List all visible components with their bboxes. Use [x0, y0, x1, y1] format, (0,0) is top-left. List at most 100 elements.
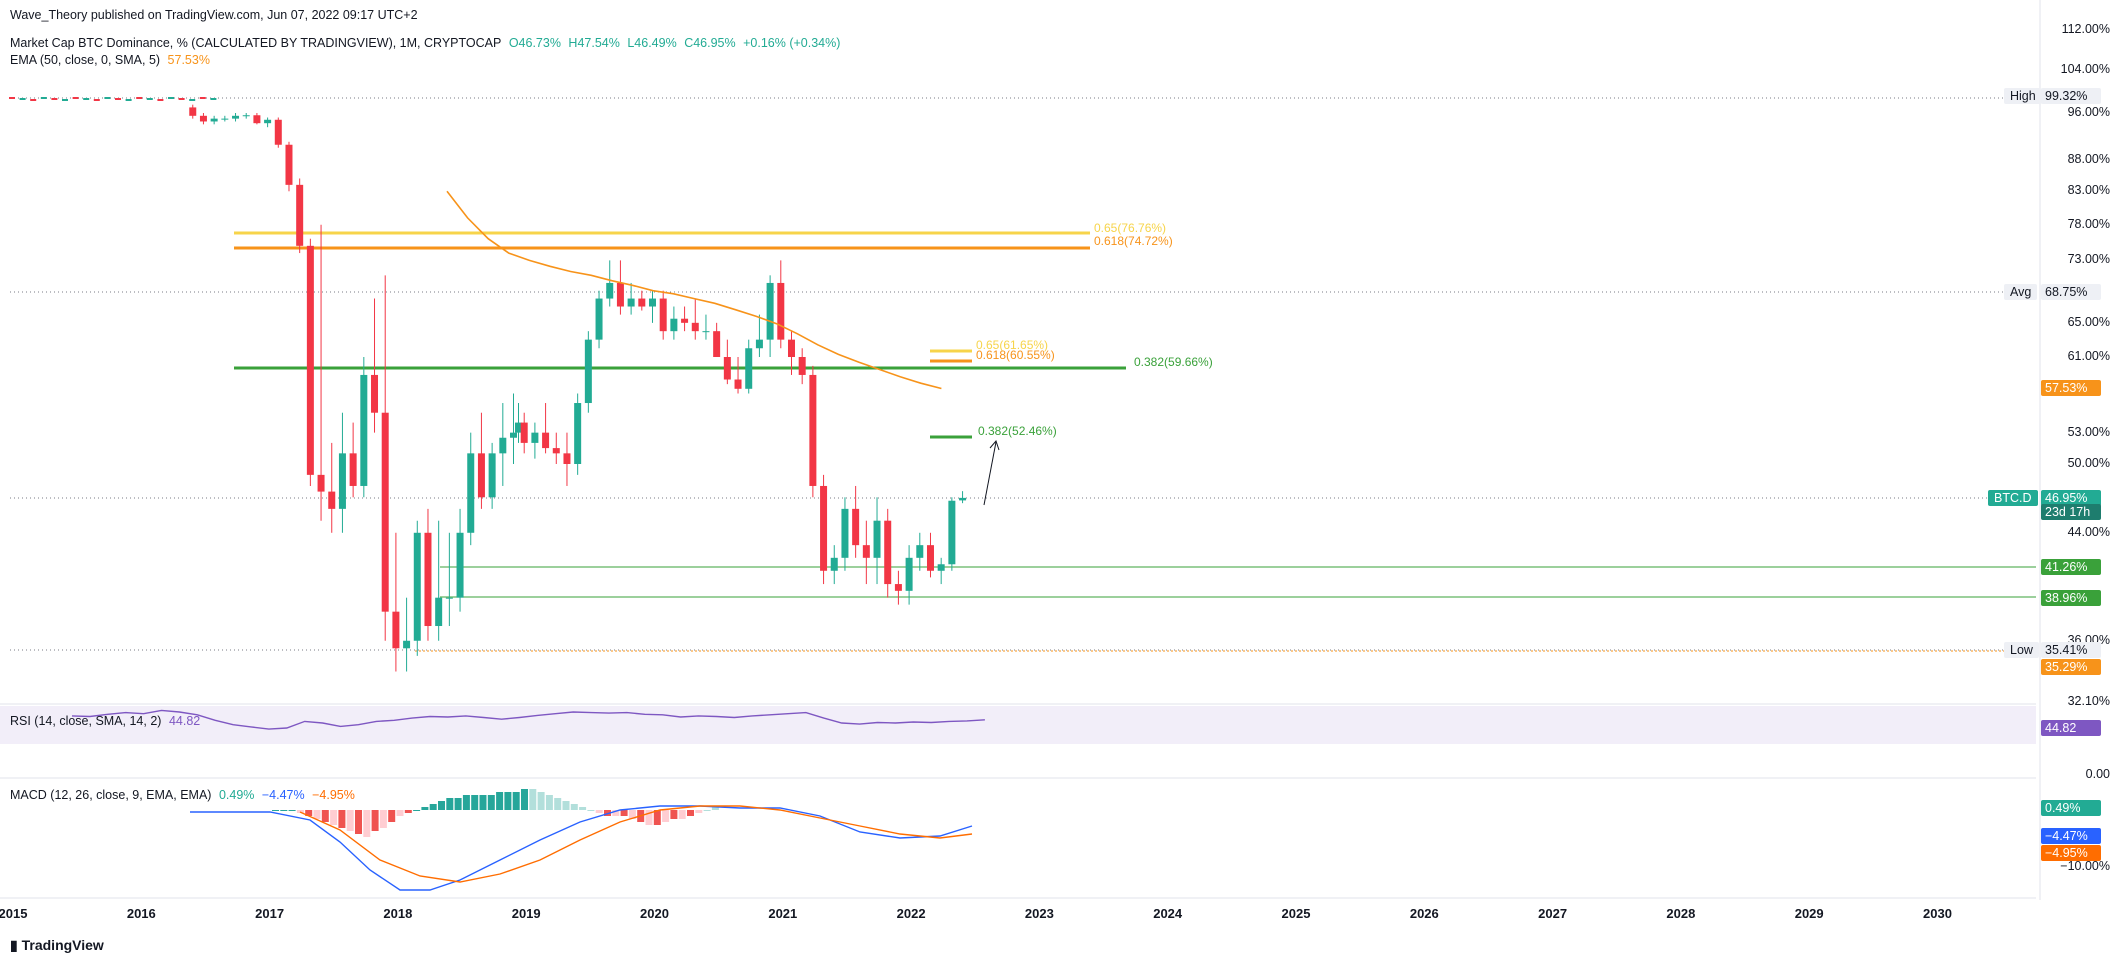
- macd-histogram-bar: [670, 810, 678, 819]
- candle-body: [873, 520, 881, 558]
- candle-body: [691, 322, 699, 332]
- macd-histogram-bar: [446, 798, 454, 810]
- candle-body: [19, 98, 26, 100]
- level-badge: 38.96%: [2041, 590, 2101, 606]
- candle-body: [338, 453, 346, 509]
- candle-body: [435, 597, 443, 627]
- candle-body: [627, 298, 635, 307]
- macd-line: [190, 805, 973, 891]
- macd-histogram-bar: [346, 810, 354, 831]
- candle-body: [841, 508, 849, 558]
- tradingview-logo-icon: ▮: [10, 937, 18, 953]
- candle-body: [948, 500, 956, 565]
- time-tick-label: 2016: [126, 906, 156, 921]
- candle-body: [125, 99, 132, 101]
- level-badge: 68.75%: [2041, 284, 2101, 300]
- ema-legend: EMA (50, close, 0, SMA, 5) 57.53%: [10, 53, 214, 67]
- macd-histogram-bar: [288, 810, 296, 811]
- macd-histogram-bar: [462, 795, 470, 810]
- candle-body: [884, 520, 892, 585]
- ema-label: EMA (50, close, 0, SMA, 5): [10, 53, 161, 67]
- macd-axis-label: −10.00%: [2060, 859, 2110, 873]
- macd-histogram-bar: [570, 804, 578, 810]
- macd-histogram-bar: [595, 810, 603, 813]
- macd-histogram-bar: [529, 789, 537, 810]
- time-tick-label: 2022: [896, 906, 926, 921]
- macd-histogram-bar: [371, 810, 379, 831]
- candle-body: [403, 640, 411, 649]
- macd-histogram-bar: [338, 810, 346, 828]
- candle-body: [445, 597, 453, 599]
- level-badge: 35.29%: [2041, 659, 2101, 675]
- macd-histogram-bar: [587, 810, 595, 811]
- candle-body: [606, 282, 614, 299]
- publish-info: Wave_Theory published on TradingView.com…: [10, 8, 418, 22]
- macd-histogram-bar: [628, 810, 636, 819]
- candle-body: [638, 298, 646, 307]
- time-tick-label: 2025: [1281, 906, 1311, 921]
- candle-body: [456, 532, 464, 598]
- candle-body: [916, 545, 924, 558]
- candle-body: [477, 453, 485, 498]
- candle-body: [157, 99, 164, 101]
- macd-histogram-bar: [305, 810, 313, 816]
- level-badge: 99.32%: [2041, 88, 2101, 104]
- candle-body: [72, 97, 79, 99]
- candle-body: [264, 119, 272, 124]
- price-tick-label: 53.00%: [2067, 424, 2110, 439]
- candle-body: [777, 282, 785, 340]
- candle-body: [542, 432, 550, 449]
- macd-histogram-bar: [471, 795, 479, 810]
- candle-body: [723, 357, 731, 380]
- candle-body: [381, 412, 389, 612]
- fib-label: 0.618(60.55%): [976, 348, 1055, 362]
- macd-label: MACD (12, 26, close, 9, EMA, EMA): [10, 788, 212, 802]
- candle-body: [242, 115, 250, 117]
- candle-body: [328, 491, 336, 509]
- macd-histogram-bar: [612, 810, 620, 816]
- candle-body: [820, 485, 828, 571]
- level-badge: 35.41%: [2041, 642, 2101, 658]
- level-badge: 41.26%: [2041, 559, 2101, 575]
- candle-body: [424, 532, 432, 627]
- price-tick-label: 112.00%: [2061, 22, 2110, 37]
- candle-body: [349, 453, 357, 486]
- macd-histogram-bar: [604, 810, 611, 816]
- macd-histogram-bar: [404, 810, 412, 813]
- price-tick-label: 44.00%: [2067, 524, 2110, 539]
- candle-body: [30, 99, 37, 101]
- candle-body: [115, 98, 121, 100]
- price-tick-label: 96.00%: [2067, 105, 2110, 119]
- macd-histogram-bar: [662, 810, 670, 822]
- candle-body: [51, 98, 58, 100]
- macd-histogram-bar: [653, 810, 661, 825]
- macd-histogram-bar: [272, 810, 279, 811]
- candle-body: [862, 545, 870, 558]
- rsi-band: [0, 706, 2036, 744]
- candle-body: [584, 339, 592, 404]
- macd-histogram-bar: [545, 795, 553, 810]
- candle-body: [210, 98, 217, 100]
- candle-body: [253, 115, 261, 124]
- ohlc-high: H47.54%: [568, 36, 620, 50]
- time-tick-label: 2021: [768, 906, 798, 921]
- time-tick-label: 2015: [0, 906, 28, 921]
- level-badge: 46.95%: [2041, 490, 2101, 506]
- candle-body: [798, 357, 806, 375]
- candle-body: [168, 97, 174, 99]
- countdown-badge: 23d 17h: [2041, 504, 2101, 520]
- macd-histogram-bar: [579, 807, 587, 810]
- candle-body: [306, 245, 314, 475]
- price-tick-label: 78.00%: [2067, 216, 2110, 231]
- fib-label: 0.382(59.66%): [1134, 355, 1213, 369]
- candle-body: [552, 448, 560, 454]
- macd-signal-value: −4.95%: [312, 788, 355, 802]
- time-tick-label: 2017: [255, 906, 285, 921]
- macd-legend: MACD (12, 26, close, 9, EMA, EMA) 0.49% …: [10, 788, 359, 802]
- price-tick-label: 61.00%: [2067, 349, 2110, 363]
- candle-body: [199, 97, 206, 99]
- time-tick-label: 2020: [640, 906, 669, 921]
- macd-hist-badge: 0.49%: [2041, 800, 2101, 816]
- candle-body: [360, 374, 368, 486]
